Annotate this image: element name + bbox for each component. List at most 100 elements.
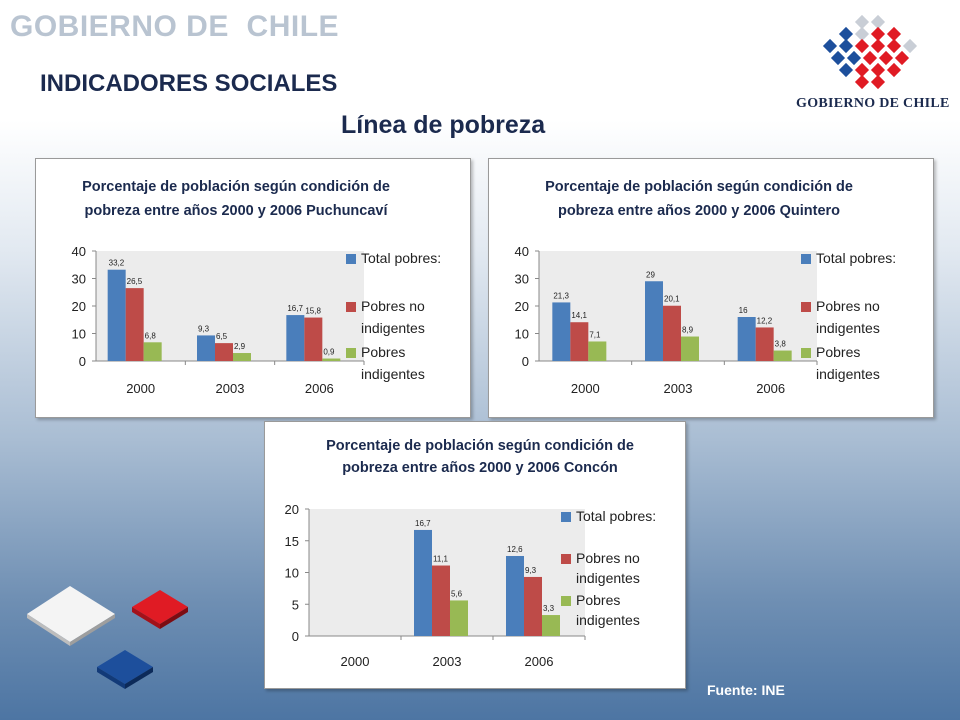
y-tick-label: 20 (285, 502, 299, 517)
data-label: 6,8 (145, 331, 157, 340)
chart-concon: Porcentaje de población según condición … (285, 438, 657, 669)
data-label: 29 (646, 270, 655, 279)
bar (588, 341, 607, 361)
legend-label: Total pobres: (576, 508, 656, 524)
bar (414, 529, 432, 636)
data-label: 0,9 (323, 348, 335, 357)
y-tick-label: 40 (515, 244, 529, 259)
data-label: 21,3 (553, 291, 569, 300)
data-label: 2,9 (234, 342, 246, 351)
legend-swatch (561, 596, 571, 606)
data-label: 11,1 (433, 555, 449, 564)
data-label: 6,5 (216, 332, 228, 341)
y-tick-label: 20 (515, 299, 529, 314)
bar (286, 315, 305, 361)
bar (552, 302, 571, 361)
bar (645, 281, 663, 361)
y-tick-label: 0 (522, 354, 529, 369)
x-tick-label: 2006 (756, 381, 785, 396)
chart-title-line: pobreza entre años 2000 y 2006 Concón (342, 460, 618, 476)
legend-label: Total pobres: (816, 250, 896, 266)
data-label: 14,1 (571, 311, 587, 320)
legend-swatch (346, 254, 356, 264)
data-label: 26,5 (127, 277, 143, 286)
legend-label: indigentes (816, 320, 880, 336)
data-label: 16,7 (287, 304, 303, 313)
chart-panel-puchuncavi: Porcentaje de población según condición … (35, 158, 471, 418)
y-tick-label: 10 (285, 566, 299, 581)
legend-label: Pobres (361, 344, 405, 360)
bar (737, 317, 756, 361)
data-label: 3,3 (543, 604, 555, 613)
legend-swatch (561, 512, 571, 522)
legend-swatch (801, 348, 811, 358)
data-label: 7,1 (589, 330, 601, 339)
x-tick-label: 2003 (216, 381, 245, 396)
y-tick-label: 40 (72, 244, 86, 259)
bar (663, 305, 681, 361)
legend-label: Pobres (576, 592, 620, 608)
legend-label: indigentes (576, 570, 640, 586)
bar (143, 342, 162, 361)
bar (107, 269, 126, 361)
bar (322, 358, 341, 361)
x-tick-label: 2003 (664, 381, 693, 396)
legend-label: Pobres (816, 344, 860, 360)
bar (432, 565, 450, 636)
chart-title-line: Porcentaje de población según condición … (326, 438, 634, 454)
legend-swatch (346, 348, 356, 358)
data-label: 3,8 (775, 340, 787, 349)
legend-label: Pobres no (576, 550, 640, 566)
bar (524, 576, 542, 636)
x-tick-label: 2003 (433, 654, 462, 669)
logo-text: GOBIERNO DE CHILE (796, 96, 950, 111)
data-label: 20,1 (664, 295, 680, 304)
government-logo-icon (822, 14, 918, 90)
bar (570, 322, 589, 361)
chart-puchuncavi: Porcentaje de población según condición … (72, 179, 442, 396)
bar (197, 335, 215, 361)
source-note: Fuente: INE (707, 682, 785, 698)
y-tick-label: 0 (79, 354, 86, 369)
data-label: 5,6 (451, 589, 463, 598)
bar (450, 600, 468, 636)
y-tick-label: 10 (515, 327, 529, 342)
bar (125, 288, 144, 361)
decorative-cubes-icon (27, 586, 188, 689)
data-label: 15,8 (305, 307, 321, 316)
x-tick-label: 2006 (305, 381, 334, 396)
legend-swatch (346, 302, 356, 312)
legend-label: indigentes (361, 366, 425, 382)
legend-swatch (801, 254, 811, 264)
legend-label: Pobres no (361, 298, 425, 314)
bar (755, 327, 774, 361)
bar (681, 336, 699, 361)
chart-panel-concon: Porcentaje de población según condición … (264, 421, 686, 689)
legend-label: Pobres no (816, 298, 880, 314)
bar (304, 317, 323, 361)
data-label: 9,3 (198, 324, 210, 333)
data-label: 12,2 (757, 316, 773, 325)
data-label: 8,9 (682, 326, 694, 335)
x-tick-label: 2000 (126, 381, 155, 396)
x-tick-label: 2006 (525, 654, 554, 669)
y-tick-label: 0 (292, 629, 299, 644)
brand-title: GOBIERNO DE CHILE (10, 10, 340, 43)
data-label: 33,2 (109, 259, 125, 268)
legend-label: indigentes (816, 366, 880, 382)
data-label: 16 (739, 306, 748, 315)
chart-panel-quintero: Porcentaje de población según condición … (488, 158, 934, 418)
chart-title-line: pobreza entre años 2000 y 2006 Puchuncav… (84, 203, 388, 219)
y-tick-label: 20 (72, 299, 86, 314)
bar (215, 343, 233, 361)
chart-title-line: Porcentaje de población según condición … (545, 179, 853, 195)
x-tick-label: 2000 (571, 381, 600, 396)
legend-label: indigentes (361, 320, 425, 336)
page-subtitle: Línea de pobreza (341, 111, 546, 139)
legend-swatch (801, 302, 811, 312)
chart-title-line: pobreza entre años 2000 y 2006 Quintero (558, 203, 840, 219)
bar (233, 353, 251, 361)
section-title: INDICADORES SOCIALES (40, 70, 338, 97)
y-tick-label: 15 (285, 534, 299, 549)
y-tick-label: 30 (72, 272, 86, 287)
